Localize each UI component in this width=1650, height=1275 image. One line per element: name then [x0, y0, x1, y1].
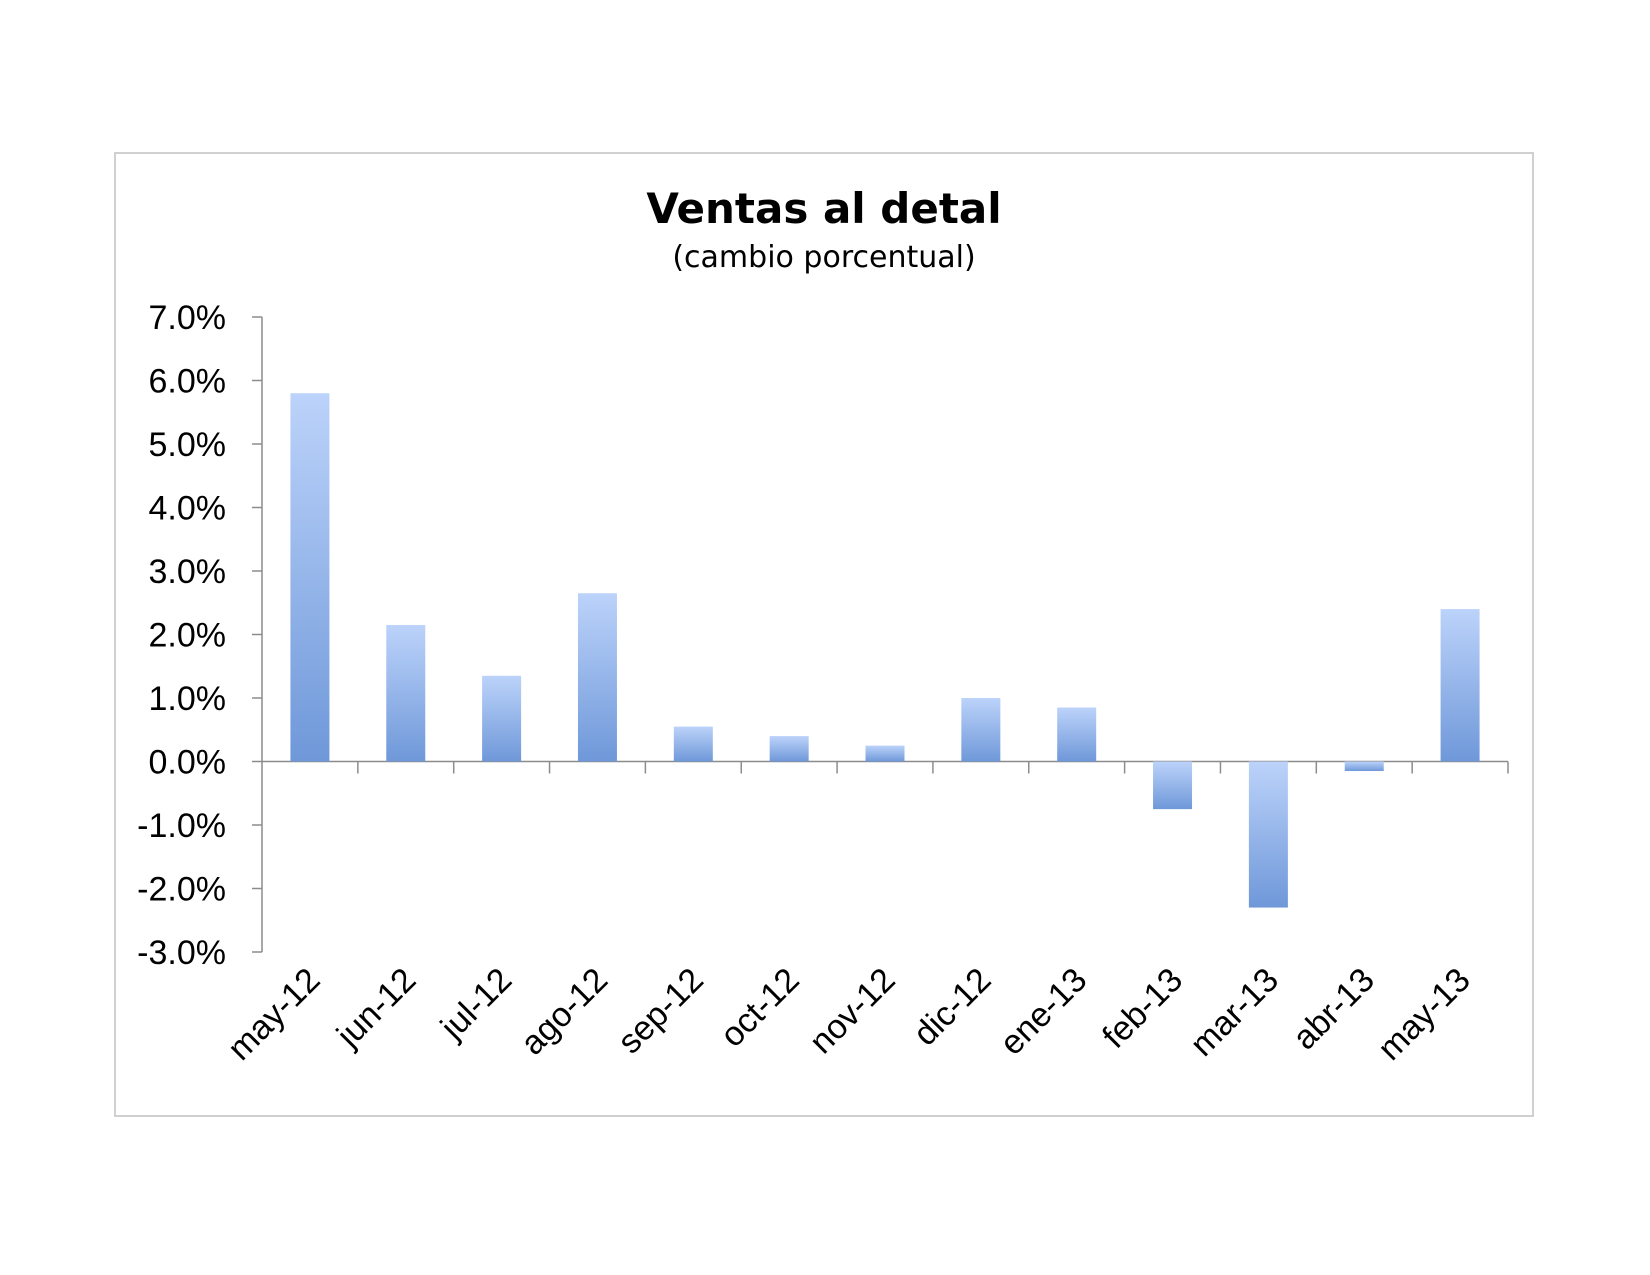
- y-tick-label: 3.0%: [149, 553, 227, 591]
- x-tick-label: oct-12: [713, 961, 807, 1055]
- x-tick-label: feb-13: [1095, 961, 1190, 1056]
- bar-sep-12: [673, 726, 713, 762]
- chart-frame: Ventas al detal (cambio porcentual): [114, 152, 1534, 1117]
- chart-title: Ventas al detal: [646, 184, 1002, 233]
- x-tick-label: jul-12: [433, 961, 519, 1047]
- x-tick-label: ene-13: [993, 961, 1095, 1063]
- y-tick-label: 0.0%: [149, 744, 227, 782]
- axis-layer: [252, 316, 1509, 953]
- bar-mar-13: [1248, 761, 1288, 908]
- bar-feb-13: [1153, 761, 1193, 810]
- y-tick-label: 6.0%: [149, 363, 227, 401]
- y-tick-label: 5.0%: [149, 426, 227, 464]
- bar-nov-12: [865, 745, 905, 762]
- bar-ene-13: [1057, 707, 1097, 762]
- x-tick-label: may-12: [221, 961, 328, 1068]
- bar-jul-12: [482, 675, 522, 762]
- bar-dic-12: [961, 698, 1001, 762]
- x-tick-label: abr-13: [1286, 961, 1382, 1057]
- y-tick-label: 7.0%: [149, 299, 227, 337]
- x-tick-label: jun-12: [329, 961, 423, 1055]
- y-tick-label: -1.0%: [137, 807, 226, 845]
- y-tick-label: -2.0%: [137, 871, 226, 909]
- bar-abr-13: [1344, 761, 1384, 772]
- x-tick-label: mar-13: [1183, 961, 1286, 1064]
- bar-layer: [290, 393, 1480, 908]
- bar-may-13: [1440, 609, 1480, 762]
- label-layer: 7.0% 6.0% 5.0% 4.0% 3.0% 2.0% 1.0% 0.0% -1.0% -2.…: [137, 299, 1478, 1068]
- x-tick-label: nov-12: [802, 961, 902, 1061]
- y-tick-label: 4.0%: [149, 490, 227, 528]
- y-tick-label: -3.0%: [137, 934, 226, 972]
- y-tick-label: 2.0%: [149, 617, 227, 655]
- bar-may-12: [290, 393, 330, 762]
- y-tick-label: 1.0%: [149, 680, 227, 718]
- x-tick-label: ago-12: [513, 961, 615, 1063]
- x-tick-label: dic-12: [906, 961, 998, 1053]
- bar-jun-12: [386, 624, 426, 762]
- x-tick-label: sep-12: [611, 961, 711, 1061]
- x-tick-label: may-13: [1371, 961, 1478, 1068]
- bar-ago-12: [577, 593, 617, 762]
- bar-oct-12: [769, 736, 809, 762]
- chart-subtitle: (cambio porcentual): [672, 240, 976, 275]
